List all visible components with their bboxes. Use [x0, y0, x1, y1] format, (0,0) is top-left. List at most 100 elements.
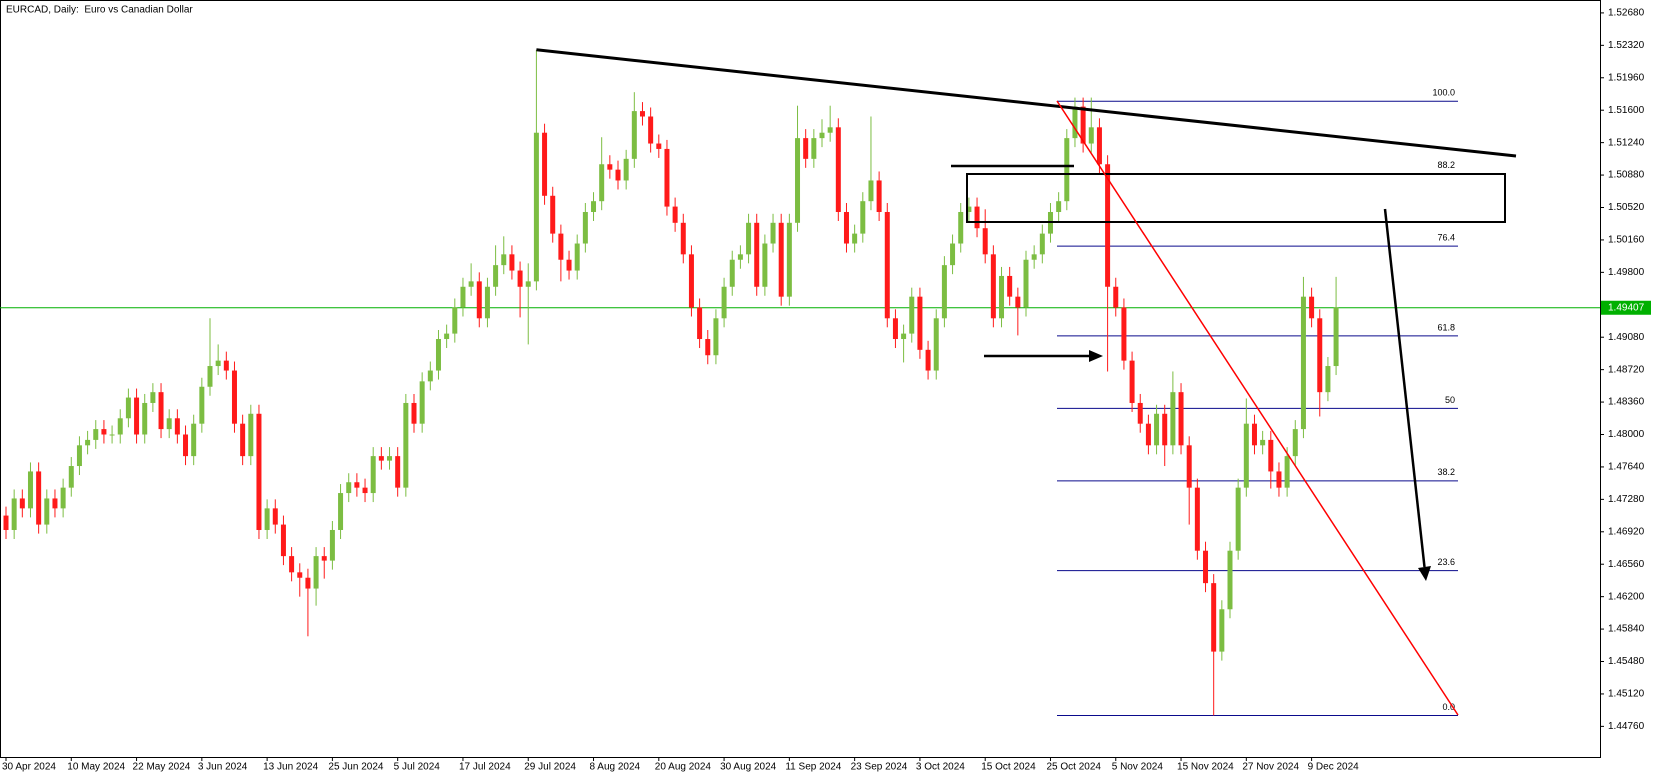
x-tick-label: 25 Jun 2024: [328, 762, 383, 773]
candle-body: [974, 206, 980, 229]
fib-label: 61.8: [1437, 322, 1455, 332]
candle-body: [639, 111, 645, 117]
candle-body: [305, 577, 311, 589]
arrow-head: [1418, 566, 1431, 581]
y-tick-label: 1.48000: [1608, 429, 1645, 440]
candle-body: [1080, 106, 1086, 144]
fib-label: 0.0: [1442, 702, 1455, 712]
candle-body: [509, 254, 515, 271]
candle-body: [378, 456, 384, 461]
y-tick-label: 1.46200: [1608, 591, 1645, 602]
y-tick-label: 1.50520: [1608, 202, 1645, 213]
candle-body: [1056, 201, 1062, 212]
candle-body: [1276, 471, 1282, 488]
y-tick-label: 1.48360: [1608, 397, 1645, 408]
y-tick-label: 1.46920: [1608, 526, 1645, 537]
candle-body: [223, 360, 229, 371]
candle-body: [656, 143, 662, 149]
x-tick-label: 17 Jul 2024: [459, 762, 511, 773]
candle-body: [721, 286, 727, 319]
candle-body: [403, 402, 409, 488]
candle-body: [3, 515, 9, 530]
candle-body: [452, 307, 458, 334]
y-tick-label: 1.45840: [1608, 624, 1645, 635]
candle-body: [607, 164, 613, 170]
candle-body: [191, 423, 197, 457]
candle-body: [1211, 583, 1217, 652]
candle-body: [892, 318, 898, 340]
y-tick-label: 1.49800: [1608, 267, 1645, 278]
candle-body: [754, 222, 760, 287]
candle-body: [827, 127, 833, 133]
x-tick-label: 25 Oct 2024: [1046, 762, 1101, 773]
candle-body: [566, 259, 572, 271]
candle-body: [142, 402, 148, 435]
candle-body: [1203, 550, 1209, 584]
candle-body: [819, 132, 825, 139]
candle-body: [843, 211, 849, 244]
candle-body: [990, 254, 996, 319]
y-tick-label: 1.51240: [1608, 137, 1645, 148]
candle-body: [125, 397, 131, 419]
y-tick-label: 1.47280: [1608, 494, 1645, 505]
candle-body: [713, 318, 719, 356]
candle-body: [362, 487, 368, 494]
candle-body: [264, 508, 270, 530]
y-tick-label: 1.50880: [1608, 170, 1645, 181]
x-tick-label: 5 Jul 2024: [394, 762, 441, 773]
candle-body: [174, 418, 180, 435]
chart-title: EURCAD, Daily: Euro vs Canadian Dollar: [6, 5, 193, 16]
candle-body: [427, 370, 433, 382]
candle-body: [852, 233, 858, 244]
candle-body: [150, 392, 156, 403]
candle-body: [1023, 259, 1029, 308]
drawings: [536, 48, 1517, 716]
x-tick-label: 29 Jul 2024: [524, 762, 576, 773]
candle-body: [648, 116, 654, 144]
candle-body: [623, 158, 629, 181]
candle-body: [1186, 445, 1192, 488]
candle-body: [525, 281, 531, 287]
candle-body: [1154, 413, 1160, 446]
candle-body: [231, 370, 237, 424]
y-tick-label: 1.49080: [1608, 332, 1645, 343]
candle-body: [109, 434, 115, 436]
fib-label: 23.6: [1437, 557, 1455, 567]
candle-body: [925, 349, 931, 371]
y-tick-label: 1.44760: [1608, 721, 1645, 732]
candle-body: [1227, 550, 1233, 610]
candle-body: [1268, 439, 1274, 472]
candle-body: [737, 254, 743, 260]
candle-body: [599, 164, 605, 202]
candle-body: [387, 456, 393, 461]
candle-body: [199, 386, 205, 424]
supply-zone: [966, 173, 1506, 223]
x-tick-label: 10 May 2024: [67, 762, 125, 773]
candle-body: [558, 233, 564, 260]
y-tick-label: 1.45120: [1608, 689, 1645, 700]
candle-body: [1243, 423, 1249, 488]
y-tick-label: 1.51600: [1608, 105, 1645, 116]
candle-body: [468, 281, 474, 287]
candle-body: [183, 434, 189, 457]
x-tick-label: 30 Aug 2024: [720, 762, 777, 773]
candle-body: [1333, 307, 1339, 367]
candle-body: [493, 265, 499, 287]
candle-body: [1039, 233, 1045, 255]
candle-body: [289, 556, 295, 573]
candle-body: [631, 111, 637, 159]
candle-body: [517, 270, 523, 287]
candle-body: [207, 366, 213, 387]
candle-body: [272, 508, 278, 525]
candle-body: [1235, 487, 1241, 551]
arrow-head: [1089, 350, 1103, 362]
candle-body: [876, 180, 882, 212]
candle-body: [901, 333, 907, 340]
candle-body: [411, 402, 417, 424]
candle-body: [778, 222, 784, 297]
candle-body: [240, 423, 246, 457]
candle-body: [1309, 296, 1315, 319]
candle-body: [1251, 423, 1257, 446]
